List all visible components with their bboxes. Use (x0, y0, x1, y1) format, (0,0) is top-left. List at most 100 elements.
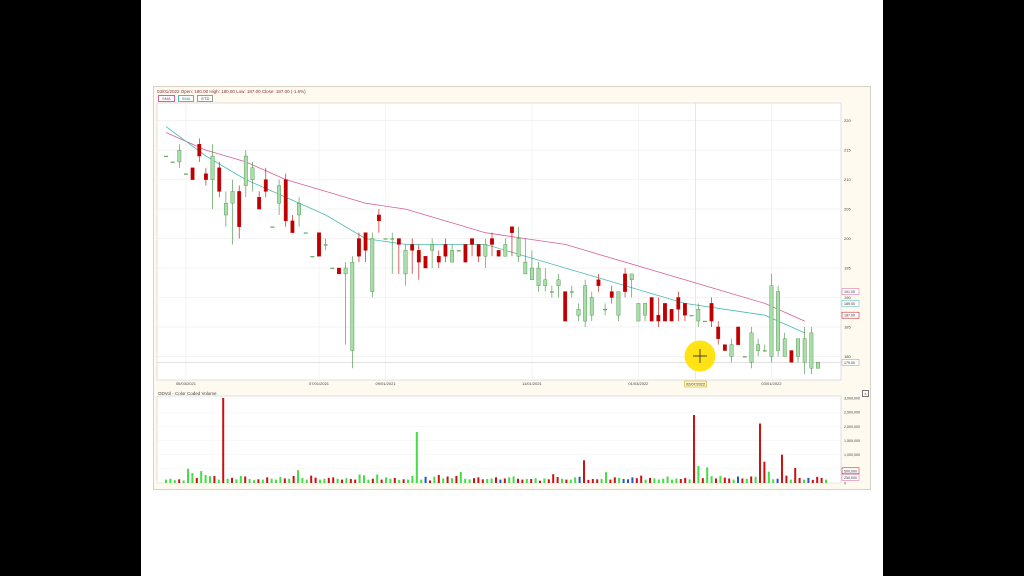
volume-bar (723, 477, 726, 483)
y-tick-label: 185 (844, 324, 851, 329)
candle-body (796, 338, 800, 357)
candle-body (762, 350, 767, 352)
volume-bar (429, 480, 431, 483)
volume-bar (789, 479, 792, 483)
volume-bar (332, 477, 335, 483)
candle-body (257, 197, 262, 210)
volume-y-tick-label: 2,000,000 (844, 425, 860, 429)
volume-bar (737, 476, 739, 483)
volume-bar (297, 470, 299, 483)
volume-bar (385, 477, 387, 483)
candle-body (483, 244, 488, 257)
candle-body (603, 309, 608, 311)
candle-body (436, 256, 441, 263)
volume-bar (231, 477, 233, 483)
candle-body (656, 314, 661, 322)
volume-bar (679, 479, 682, 483)
candle-body (676, 297, 681, 310)
volume-bar (715, 478, 717, 483)
volume-bar (512, 476, 515, 483)
indicator-tab-etd[interactable]: ETD (197, 95, 214, 102)
volume-bar (288, 478, 291, 483)
candle-body (583, 285, 588, 322)
price-tag-label: 187.00 (844, 314, 855, 318)
volume-bar (446, 476, 449, 483)
volume-y-tick-label: 3,000,000 (844, 397, 860, 401)
candle-body (237, 191, 242, 227)
volume-bar (270, 478, 273, 483)
candle-body (396, 238, 401, 245)
volume-bar (165, 479, 167, 483)
candle-body (643, 303, 647, 316)
volume-bar (495, 477, 497, 483)
candle-body (716, 326, 721, 339)
x-tick-label: 11/01/2021 (522, 381, 542, 386)
volume-bar (767, 471, 770, 483)
volume-bar (200, 471, 203, 483)
volume-legend: ODVol - Color Coded Volume (158, 391, 217, 396)
candle-body (470, 238, 474, 245)
volume-bar (292, 475, 295, 483)
volume-bar (565, 479, 568, 483)
volume-y-tick-label: 1,500,000 (844, 439, 860, 443)
volume-bar (688, 479, 691, 483)
cursor-date-label: 02/07/2022 (686, 383, 705, 387)
volume-bar (275, 479, 277, 483)
candle-body (549, 291, 554, 293)
volume-bar (803, 479, 805, 483)
volume-bar (622, 479, 625, 483)
candle-body (749, 332, 754, 363)
volume-y-tick-label: 2,500,000 (844, 411, 860, 415)
candle-body (629, 273, 634, 281)
volume-bar (437, 475, 440, 483)
candle-body (736, 326, 741, 345)
volume-bar (402, 479, 405, 483)
volume-bar (424, 476, 427, 483)
candle-body (223, 202, 228, 216)
volume-bar (473, 478, 475, 483)
candle-body (756, 344, 761, 351)
volume-bar (684, 477, 687, 483)
candle-body (683, 303, 687, 316)
volume-bar (556, 477, 559, 483)
volume-bar (578, 476, 581, 483)
volume-bar (169, 478, 172, 483)
volume-bar (543, 478, 546, 483)
candle-body (689, 314, 694, 317)
volume-bar (763, 461, 766, 483)
panel-close-icon[interactable]: × (862, 390, 869, 397)
candle-body (596, 279, 601, 286)
candle-body (496, 250, 501, 257)
candle-body (370, 238, 375, 292)
volume-bar (301, 477, 304, 483)
volume-bar (182, 480, 185, 483)
y-tick-label: 200 (844, 236, 851, 241)
volume-bar (657, 479, 660, 483)
volume-bar (807, 477, 810, 483)
volume-bar (442, 478, 445, 483)
volume-bar (459, 471, 462, 483)
volume-tag (841, 467, 860, 475)
candle-body (463, 244, 468, 263)
volume-bar (635, 478, 638, 483)
y-tick-label: 180 (844, 354, 851, 359)
candle-body (782, 338, 787, 357)
candle-body (184, 173, 188, 175)
y-tick-label: 220 (844, 118, 851, 123)
candle-body (383, 238, 388, 240)
candle-body (297, 202, 301, 216)
volume-bar (345, 478, 348, 483)
candle-body (589, 297, 594, 316)
candle-body (530, 267, 534, 281)
volume-bar (794, 467, 797, 483)
candle-body (403, 250, 408, 275)
indicator-tab-sma-slow[interactable]: SMA (158, 95, 175, 102)
price-tag-label: 179.00 (844, 361, 855, 365)
volume-bar (710, 476, 713, 483)
indicator-tab-sma-fast[interactable]: SMA (177, 95, 195, 102)
volume-bar (477, 477, 480, 483)
candle-body (337, 267, 341, 275)
candle-body (576, 309, 581, 316)
candle-body (443, 244, 448, 257)
volume-bar (600, 479, 603, 483)
